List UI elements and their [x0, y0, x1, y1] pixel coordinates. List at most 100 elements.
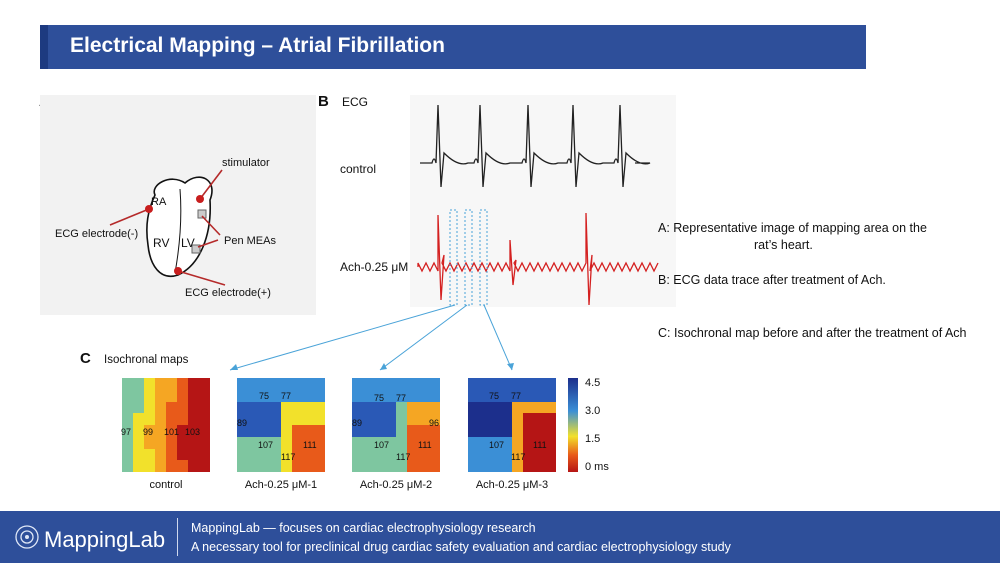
map-cell	[545, 378, 556, 390]
footer-separator	[177, 518, 178, 556]
map-cell	[396, 436, 407, 449]
map-cell	[177, 389, 188, 402]
map-cell	[385, 425, 396, 437]
map3-num-107: 107	[374, 440, 390, 450]
map-cell	[166, 436, 177, 449]
map-cell	[270, 460, 281, 473]
map-cell	[490, 425, 501, 437]
map-cell	[188, 436, 199, 449]
map-cell	[545, 460, 556, 473]
map-cell	[122, 378, 133, 390]
map-cell	[237, 460, 248, 473]
map-cell	[270, 378, 281, 390]
map-cell	[363, 413, 374, 426]
map-cell	[292, 436, 303, 449]
panel-c-letter: C	[80, 350, 91, 367]
map-cell	[501, 389, 512, 402]
label-ecg-minus: ECG electrode(-)	[55, 228, 139, 240]
map-cell	[545, 413, 556, 426]
map-cell	[122, 448, 133, 461]
isochronal-map	[122, 378, 210, 473]
colorbar-tick-3: 0 ms	[585, 461, 609, 473]
map-cell	[177, 448, 188, 461]
map-cell	[385, 448, 396, 461]
map-cell	[523, 413, 534, 426]
map-cell	[248, 425, 259, 437]
map-cell	[501, 413, 512, 426]
map-cell	[248, 378, 259, 390]
desc-a-line2: rat’s heart.	[754, 238, 813, 252]
map-cell	[133, 389, 144, 402]
footer-bar	[0, 511, 1000, 563]
map-cell	[352, 425, 363, 437]
map-cell	[155, 389, 166, 402]
map-cell	[199, 436, 210, 449]
map-cell	[352, 448, 363, 461]
isochronal-heading: Isochronal maps	[104, 354, 189, 366]
map-cell	[523, 401, 534, 414]
map-cell	[418, 425, 429, 437]
map-cell	[468, 413, 479, 426]
map-cell	[490, 401, 501, 414]
map-cell	[144, 436, 155, 449]
map-cell	[396, 378, 407, 390]
colorbar-tick-2: 1.5	[585, 433, 601, 445]
map-cell	[501, 460, 512, 473]
map-cell	[374, 378, 385, 390]
map3-num-89: 89	[352, 418, 363, 428]
map-cell	[166, 389, 177, 402]
colorbar-tick-0: 4.5	[585, 377, 601, 389]
map-cell	[133, 460, 144, 473]
map1-num-97: 97	[121, 427, 132, 437]
map-cell	[374, 401, 385, 414]
map4-num-111: 111	[533, 440, 547, 450]
map-cell	[144, 389, 155, 402]
map-cell	[292, 378, 303, 390]
map-cell	[418, 389, 429, 402]
map-cell	[512, 460, 523, 473]
label-lv: LV	[181, 236, 195, 250]
map-cell	[248, 436, 259, 449]
map-cell	[177, 460, 188, 473]
map-cell	[534, 401, 545, 414]
map-cell	[199, 389, 210, 402]
map-cell	[259, 436, 270, 449]
map-cell	[545, 448, 556, 461]
map2-num-111: 111	[303, 440, 317, 450]
map-cell	[501, 401, 512, 414]
map-cell	[374, 425, 385, 437]
title-banner	[40, 25, 866, 69]
control-ecg-trace	[420, 104, 651, 188]
map-cell	[259, 401, 270, 414]
map-cell	[523, 460, 534, 473]
map-cell	[429, 460, 440, 473]
map-cell	[292, 413, 303, 426]
map-cell	[374, 460, 385, 473]
map-cell	[166, 378, 177, 390]
map-cell	[374, 436, 385, 449]
map-cell	[166, 401, 177, 414]
footer-line-2: A necessary tool for preclinical drug ca…	[191, 540, 731, 554]
map-cell	[259, 389, 270, 402]
map-cell	[468, 448, 479, 461]
map-cell	[314, 460, 325, 473]
map-cell	[363, 460, 374, 473]
map-cell	[468, 401, 479, 414]
map-cell	[385, 460, 396, 473]
map-cell	[534, 389, 545, 402]
map-cell	[270, 389, 281, 402]
map3-num-75: 75	[374, 393, 385, 403]
map-caption-ach-1: Ach-0.25 μM-1	[244, 479, 318, 491]
map-cell	[407, 436, 418, 449]
map-cell	[166, 448, 177, 461]
map-cell	[512, 448, 523, 461]
map-cell	[199, 460, 210, 473]
map-cell	[188, 460, 199, 473]
map-cell	[155, 436, 166, 449]
map2-num-89: 89	[237, 418, 248, 428]
map-cell	[259, 460, 270, 473]
map-cell	[237, 401, 248, 414]
map-cell	[385, 436, 396, 449]
label-stimulator: stimulator	[222, 157, 270, 169]
map-cell	[429, 448, 440, 461]
